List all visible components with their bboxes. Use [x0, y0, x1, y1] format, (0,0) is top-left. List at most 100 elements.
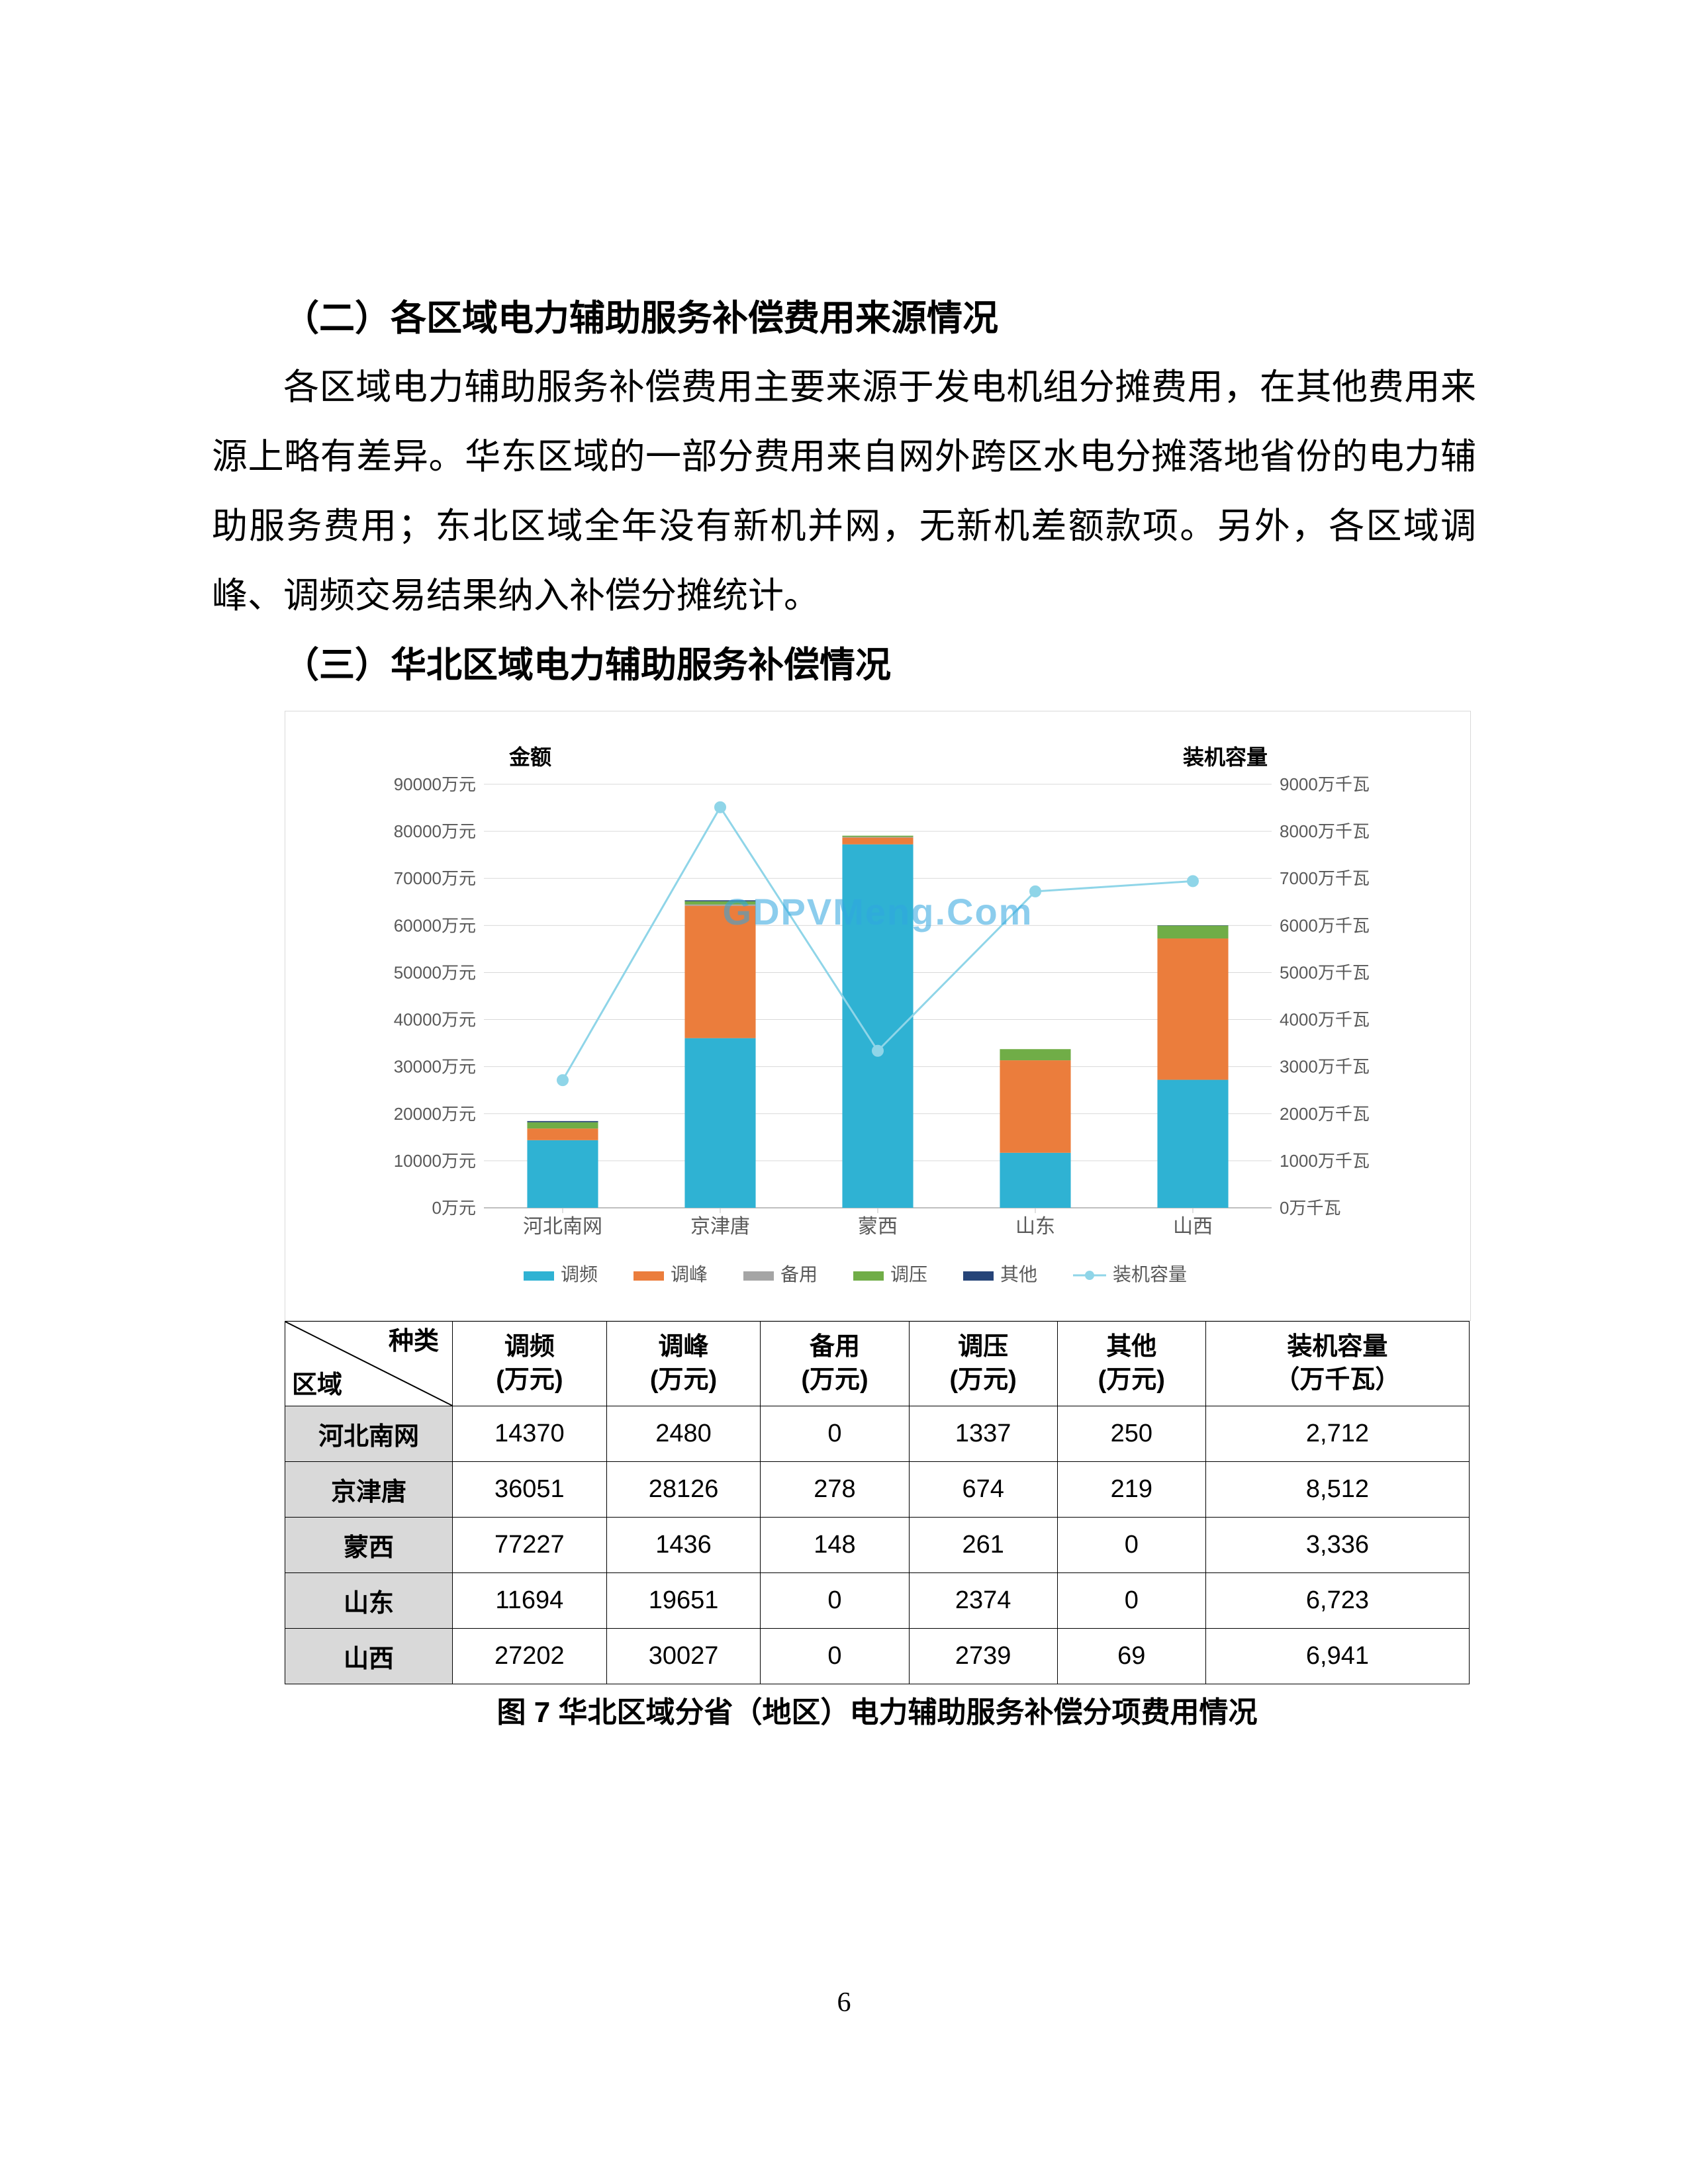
table-cell: 36051 [453, 1462, 607, 1518]
svg-text:山西: 山西 [1173, 1216, 1213, 1238]
bar-segment [1000, 1050, 1070, 1061]
table-cell: 148 [761, 1518, 909, 1573]
table-row: 山东11694196510237406,723 [285, 1573, 1470, 1629]
svg-text:50000万元: 50000万元 [394, 963, 476, 983]
content-column: （二）各区域电力辅助服务补偿费用来源情况 各区域电力辅助服务补偿费用主要来源于发… [212, 285, 1476, 1731]
table-container: 种类 区域 调频(万元)调峰(万元)备用(万元)调压(万元)其他(万元)装机容量… [285, 1321, 1470, 1684]
svg-text:装机容量: 装机容量 [1113, 1264, 1187, 1285]
table-cell: 219 [1057, 1462, 1205, 1518]
bar-segment [1157, 938, 1228, 1080]
svg-text:30000万元: 30000万元 [394, 1057, 476, 1077]
table-row: 京津唐36051281262786742198,512 [285, 1462, 1470, 1518]
svg-text:河北南网: 河北南网 [523, 1216, 602, 1238]
table-cell: 3,336 [1205, 1518, 1469, 1573]
svg-text:山东: 山东 [1015, 1216, 1055, 1238]
table-row: 河北南网143702480013372502,712 [285, 1406, 1470, 1462]
table-cell: 6,941 [1205, 1629, 1469, 1684]
table-col-header: 调频(万元) [453, 1322, 607, 1406]
svg-text:装机容量: 装机容量 [1183, 745, 1268, 769]
table-cell: 2480 [606, 1406, 761, 1462]
bar-segment [1000, 1153, 1070, 1208]
table-cell: 261 [909, 1518, 1057, 1573]
table-header-row: 种类 区域 调频(万元)调峰(万元)备用(万元)调压(万元)其他(万元)装机容量… [285, 1322, 1470, 1406]
svg-text:5000万千瓦: 5000万千瓦 [1280, 963, 1370, 983]
table-col-header: 装机容量（万千瓦） [1205, 1322, 1469, 1406]
bar-line-chart: 金额装机容量0万元0万千瓦10000万元1000万千瓦20000万元2000万千… [285, 711, 1470, 1320]
table-cell: 6,723 [1205, 1573, 1469, 1629]
table-row-header: 山西 [285, 1629, 453, 1684]
bar-segment [684, 901, 755, 902]
svg-text:9000万千瓦: 9000万千瓦 [1280, 774, 1370, 794]
table-cell: 0 [1057, 1518, 1205, 1573]
svg-text:20000万元: 20000万元 [394, 1104, 476, 1124]
svg-text:金额: 金额 [508, 745, 551, 769]
svg-text:蒙西: 蒙西 [858, 1216, 898, 1238]
svg-text:0万元: 0万元 [432, 1198, 476, 1218]
page: （二）各区域电力辅助服务补偿费用来源情况 各区域电力辅助服务补偿费用主要来源于发… [0, 0, 1688, 2184]
line-marker [557, 1075, 568, 1086]
bar-segment [842, 837, 913, 838]
table-cell: 0 [1057, 1573, 1205, 1629]
svg-text:6000万千瓦: 6000万千瓦 [1280, 916, 1370, 936]
table-cell: 30027 [606, 1629, 761, 1684]
table-cell: 77227 [453, 1518, 607, 1573]
svg-text:0万千瓦: 0万千瓦 [1280, 1198, 1340, 1218]
svg-text:10000万元: 10000万元 [394, 1151, 476, 1171]
line-marker [1188, 876, 1198, 887]
bar-segment [842, 838, 913, 844]
bar-segment [527, 1140, 598, 1208]
table-row-header: 河北南网 [285, 1406, 453, 1462]
heading-section-3: （三）华北区域电力辅助服务补偿情况 [212, 631, 1476, 700]
svg-text:80000万元: 80000万元 [394, 821, 476, 841]
table-body: 河北南网143702480013372502,712京津唐36051281262… [285, 1406, 1470, 1684]
svg-text:其他: 其他 [1000, 1264, 1037, 1285]
table-row-header: 蒙西 [285, 1518, 453, 1573]
paragraph-body: 各区域电力辅助服务补偿费用主要来源于发电机组分摊费用，在其他费用来源上略有差异。… [212, 353, 1476, 631]
diag-bottom-label: 区域 [292, 1369, 342, 1402]
table-cell: 250 [1057, 1406, 1205, 1462]
table-col-header: 调峰(万元) [606, 1322, 761, 1406]
line-marker [872, 1046, 883, 1056]
svg-text:3000万千瓦: 3000万千瓦 [1280, 1057, 1370, 1077]
table-cell: 8,512 [1205, 1462, 1469, 1518]
table-cell: 2374 [909, 1573, 1057, 1629]
bar-segment [527, 1122, 598, 1129]
svg-text:调压: 调压 [890, 1264, 927, 1285]
table-row-header: 京津唐 [285, 1462, 453, 1518]
bar-segment [527, 1121, 598, 1122]
page-number: 6 [0, 1987, 1688, 2019]
table-row: 蒙西77227143614826103,336 [285, 1518, 1470, 1573]
svg-text:70000万元: 70000万元 [394, 869, 476, 889]
bar-segment [1157, 1080, 1228, 1208]
line-marker [1030, 886, 1041, 897]
svg-text:7000万千瓦: 7000万千瓦 [1280, 869, 1370, 889]
table-cell: 19651 [606, 1573, 761, 1629]
table-row-header: 山东 [285, 1573, 453, 1629]
table-col-header: 备用(万元) [761, 1322, 909, 1406]
figure-caption: 图 7 华北区域分省（地区）电力辅助服务补偿分项费用情况 [285, 1688, 1470, 1731]
bar-segment [1000, 1060, 1070, 1153]
svg-text:备用: 备用 [780, 1264, 818, 1285]
bar-segment [684, 906, 755, 1038]
data-table: 种类 区域 调频(万元)调峰(万元)备用(万元)调压(万元)其他(万元)装机容量… [285, 1321, 1470, 1684]
table-col-header: 其他(万元) [1057, 1322, 1205, 1406]
bar-segment [842, 836, 913, 837]
table-cell: 2739 [909, 1629, 1057, 1684]
heading-section-2: （二）各区域电力辅助服务补偿费用来源情况 [212, 285, 1476, 353]
svg-text:8000万千瓦: 8000万千瓦 [1280, 821, 1370, 841]
table-col-header: 调压(万元) [909, 1322, 1057, 1406]
table-cell: 674 [909, 1462, 1057, 1518]
table-cell: 0 [761, 1406, 909, 1462]
table-cell: 69 [1057, 1629, 1205, 1684]
diag-top-label: 种类 [389, 1326, 439, 1358]
chart-container: 金额装机容量0万元0万千瓦10000万元1000万千瓦20000万元2000万千… [285, 711, 1471, 1321]
table-row: 山西272023002702739696,941 [285, 1629, 1470, 1684]
svg-text:4000万千瓦: 4000万千瓦 [1280, 1010, 1370, 1030]
bar-segment [684, 901, 755, 905]
table-cell: 28126 [606, 1462, 761, 1518]
table-cell: 1436 [606, 1518, 761, 1573]
svg-text:90000万元: 90000万元 [394, 774, 476, 794]
table-cell: 14370 [453, 1406, 607, 1462]
svg-text:40000万元: 40000万元 [394, 1010, 476, 1030]
bar-segment [1157, 926, 1228, 938]
